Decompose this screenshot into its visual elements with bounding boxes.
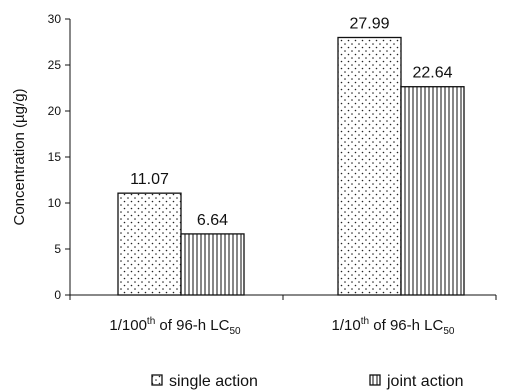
data-label: 22.64 — [412, 65, 452, 82]
y-tick-label: 0 — [54, 288, 61, 302]
data-label: 6.64 — [197, 212, 228, 229]
y-tick-label: 30 — [48, 12, 62, 26]
legend-swatch-vertical-lines — [369, 374, 381, 386]
legend-swatch-dots — [151, 374, 163, 386]
category-labels: 1/100th of 96-h LC50 1/10th of 96-h LC50 — [109, 316, 454, 337]
bar-vertical-lines-0 — [180, 233, 245, 296]
category-label-sub: 50 — [229, 326, 241, 337]
bar-vertical-lines-1 — [400, 86, 465, 296]
category-label-prefix: 1/10 — [332, 317, 361, 334]
data-labels: 11.07 27.99 6.64 22.64 — [130, 15, 453, 228]
category-label-middle: of 96-h LC — [369, 317, 443, 334]
y-tick-label: 20 — [48, 104, 62, 118]
y-tick-label: 15 — [48, 150, 62, 164]
y-tick-label: 10 — [48, 196, 62, 210]
x-axis — [69, 294, 497, 300]
category-label: 1/100th of 96-h LC50 — [109, 316, 241, 337]
category-label-sup: th — [361, 316, 369, 327]
legend-label: single action — [169, 373, 258, 390]
category-label: 1/10th of 96-h LC50 — [332, 316, 455, 337]
y-tick-label: 25 — [48, 58, 62, 72]
data-label: 27.99 — [349, 15, 389, 32]
category-label-prefix: 1/100 — [109, 317, 147, 334]
bars — [117, 36, 465, 296]
data-label: 11.07 — [130, 171, 169, 188]
legend-label: joint action — [386, 373, 464, 390]
y-axis-title: Concentration (µg/g) — [11, 88, 28, 225]
category-label-sup: th — [147, 316, 155, 327]
category-label-middle: of 96-h LC — [155, 317, 229, 334]
y-tick-label: 5 — [54, 242, 61, 256]
y-axis: 0 5 10 15 20 25 30 — [48, 12, 71, 302]
legend: single action joint action — [151, 373, 464, 390]
category-label-sub: 50 — [443, 326, 455, 337]
bar-dots-0 — [117, 192, 182, 296]
bar-dots-1 — [337, 36, 402, 296]
